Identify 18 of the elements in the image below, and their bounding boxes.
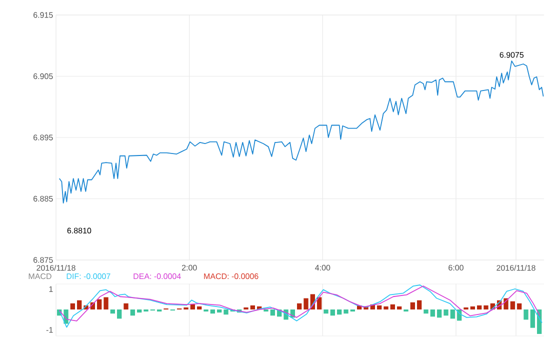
y-tick-label: 6.915 (34, 12, 53, 18)
text: DEA: -0.0004 (134, 273, 181, 280)
x-tick-label: 2016/11/18 (36, 264, 76, 271)
x-tick-label: 4:00 (315, 264, 330, 271)
y-tick-label: 6.905 (34, 73, 53, 80)
x-tick-label: 2016/11/18 (496, 264, 536, 271)
series-label: DIF: -0.0007 (66, 273, 110, 280)
y-tick-label: 6.885 (34, 196, 53, 202)
x-tick-label: 2:00 (182, 264, 197, 271)
y-tick-label: 6.895 (34, 134, 53, 140)
annotation: 6.8810 (67, 228, 92, 234)
annotation: 6.9075 (500, 52, 524, 58)
x-tick-label: 6:00 (448, 264, 464, 271)
y-tick-label: 6.875 (34, 257, 53, 263)
chart-title: MACD (28, 273, 52, 280)
text: MACD: -0.0006 (204, 273, 258, 280)
y-tick-label: 1 (49, 286, 53, 292)
y-tick-label: -1 (46, 327, 53, 333)
